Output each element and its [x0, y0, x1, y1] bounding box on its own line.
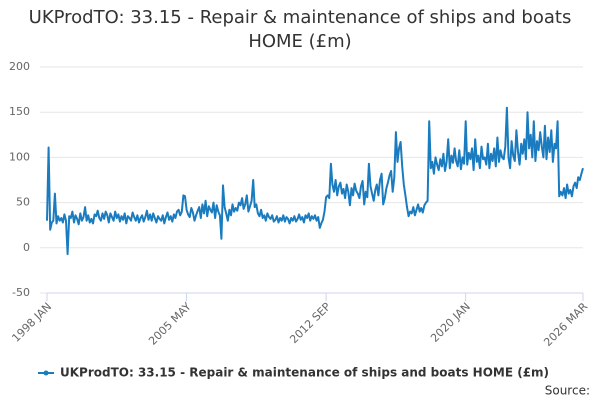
x-tick-label: 2026 MAR [541, 300, 590, 349]
y-tick-label: 50 [16, 196, 30, 209]
y-tick-label: -50 [12, 286, 30, 299]
y-tick-label: 100 [9, 150, 30, 163]
x-tick-label: 1998 JAN [9, 300, 54, 345]
legend-marker [43, 370, 49, 376]
y-tick-label: 0 [23, 241, 30, 254]
x-tick-label: 2005 MAY [146, 300, 194, 348]
source: Source: [545, 384, 590, 398]
x-tick-label: 2012 SEP [287, 300, 333, 346]
chart-title: UKProdTO: 33.15 - Repair & maintenance o… [28, 7, 572, 52]
series-line [46, 106, 584, 256]
y-tick-label: 150 [9, 105, 30, 118]
x-tick-label: 2020 JAN [428, 300, 473, 345]
legend-label: UKProdTO: 33.15 - Repair & maintenance o… [60, 366, 549, 380]
y-tick-label: 200 [9, 60, 30, 73]
